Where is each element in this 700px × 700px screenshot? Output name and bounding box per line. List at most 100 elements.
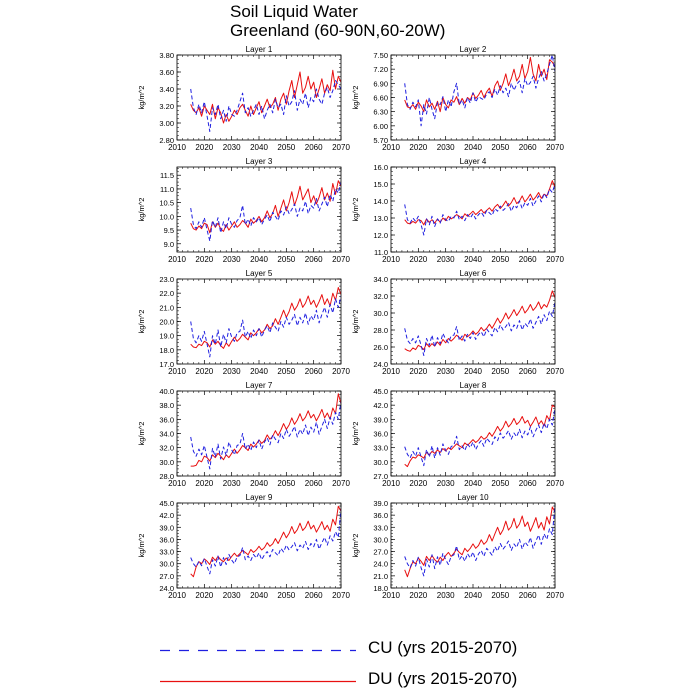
x-tick-label: 2070 bbox=[546, 143, 564, 152]
y-tick-label: 34.0 bbox=[373, 275, 388, 284]
y-tick-label: 27.0 bbox=[373, 548, 388, 557]
series-line-cu bbox=[190, 509, 341, 575]
x-tick-label: 2060 bbox=[305, 255, 323, 264]
series-line-du bbox=[190, 69, 341, 124]
x-tick-label: 2060 bbox=[519, 591, 537, 600]
x-tick-label: 2050 bbox=[277, 367, 295, 376]
series-line-cu bbox=[404, 504, 555, 577]
series-line-du bbox=[190, 393, 341, 467]
panel-frame bbox=[176, 278, 342, 365]
y-tick-label: 21.0 bbox=[373, 572, 388, 581]
x-tick-label: 2070 bbox=[332, 591, 350, 600]
x-tick-label: 2020 bbox=[409, 479, 427, 488]
figure-title-line2: Greenland (60-90N,60-20W) bbox=[230, 21, 446, 40]
y-tick-label: 32.0 bbox=[159, 444, 174, 453]
panel-title: Layer 7 bbox=[246, 381, 273, 390]
series-line-cu bbox=[404, 407, 555, 467]
x-tick-label: 2030 bbox=[223, 367, 241, 376]
x-tick-label: 2050 bbox=[491, 255, 509, 264]
x-tick-label: 2030 bbox=[223, 591, 241, 600]
y-tick-label: 17.0 bbox=[159, 360, 174, 369]
panel-title: Layer 3 bbox=[246, 157, 273, 166]
series-line-cu bbox=[190, 295, 341, 358]
y-tick-label: 24.0 bbox=[159, 584, 174, 593]
y-tick-label: 22.0 bbox=[159, 289, 174, 298]
series-line-du bbox=[190, 505, 341, 578]
panel-title: Layer 1 bbox=[246, 45, 273, 54]
x-tick-label: 2060 bbox=[305, 143, 323, 152]
chart-grid: Layer 1 kg/m^2 2010 2020 2030 2040 2050 2060 207… bbox=[137, 45, 564, 600]
y-tick-label: 6.30 bbox=[373, 108, 388, 117]
panel-frame bbox=[390, 390, 556, 477]
y-tick-label: 7.20 bbox=[373, 65, 388, 74]
panel-frame bbox=[390, 502, 556, 589]
y-tick-label: 11.0 bbox=[160, 185, 174, 194]
y-tick-label: 21.0 bbox=[159, 303, 174, 312]
y-tick-label: 32.0 bbox=[373, 292, 388, 301]
y-tick-label: 3.00 bbox=[159, 119, 174, 128]
series-line-du bbox=[404, 290, 555, 352]
series-line-du bbox=[404, 56, 555, 113]
y-tick-label: 2.80 bbox=[159, 136, 174, 145]
x-tick-label: 2020 bbox=[409, 591, 427, 600]
panel-frame bbox=[390, 166, 556, 253]
y-axis-label: kg/m^2 bbox=[351, 422, 360, 446]
panel-layer-4: Layer 4 kg/m^2 2010 2020 2030 2040 2050 2060 207… bbox=[351, 157, 564, 264]
x-tick-label: 2020 bbox=[195, 479, 213, 488]
y-tick-label: 11.0 bbox=[374, 248, 388, 257]
y-tick-label: 36.0 bbox=[159, 415, 174, 424]
y-axis-label: kg/m^2 bbox=[137, 86, 146, 110]
panel-frame bbox=[176, 502, 342, 589]
x-tick-label: 2060 bbox=[519, 143, 537, 152]
y-tick-label: 30.0 bbox=[373, 458, 388, 467]
y-tick-label: 42.0 bbox=[373, 401, 388, 410]
legend-item-cu: CU (yrs 2015-2070) bbox=[160, 638, 560, 662]
x-tick-label: 2040 bbox=[250, 591, 268, 600]
panel-frame bbox=[176, 54, 342, 141]
x-tick-label: 2050 bbox=[277, 479, 295, 488]
x-tick-label: 2010 bbox=[382, 367, 400, 376]
x-tick-label: 2060 bbox=[519, 479, 537, 488]
legend-label-cu: CU (yrs 2015-2070) bbox=[368, 638, 518, 657]
y-axis-label: kg/m^2 bbox=[137, 310, 146, 334]
x-tick-label: 2060 bbox=[305, 591, 323, 600]
x-tick-label: 2010 bbox=[168, 591, 186, 600]
y-tick-label: 9.0 bbox=[164, 240, 174, 249]
panel-title: Layer 8 bbox=[460, 381, 487, 390]
panel-layer-3: Layer 3 kg/m^2 2010 2020 2030 2040 2050 2060 207… bbox=[137, 157, 350, 264]
y-tick-label: 27.0 bbox=[159, 572, 174, 581]
x-tick-label: 2040 bbox=[464, 143, 482, 152]
legend-line-du bbox=[160, 680, 356, 683]
x-tick-label: 2010 bbox=[168, 479, 186, 488]
panel-layer-5: Layer 5 kg/m^2 2010 2020 2030 2040 2050 2060 207… bbox=[137, 269, 350, 376]
panel-layer-8: Layer 8 kg/m^2 2010 2020 2030 2040 2050 2060 207… bbox=[351, 381, 564, 488]
y-axis-label: kg/m^2 bbox=[351, 310, 360, 334]
y-tick-label: 30.0 bbox=[159, 458, 174, 467]
panel-frame bbox=[176, 166, 342, 253]
legend-label-du: DU (yrs 2015-2070) bbox=[368, 669, 518, 688]
x-tick-label: 2030 bbox=[437, 367, 455, 376]
y-tick-label: 10.5 bbox=[159, 199, 174, 208]
series-line-cu bbox=[404, 301, 555, 356]
x-tick-label: 2070 bbox=[546, 255, 564, 264]
series-line-du bbox=[404, 180, 555, 226]
x-tick-label: 2050 bbox=[277, 591, 295, 600]
y-tick-label: 36.0 bbox=[159, 535, 174, 544]
y-tick-label: 3.60 bbox=[159, 68, 174, 77]
y-tick-label: 16.0 bbox=[373, 163, 388, 172]
y-tick-label: 24.0 bbox=[373, 560, 388, 569]
series-line-cu bbox=[190, 80, 341, 132]
y-tick-label: 42.0 bbox=[159, 511, 174, 520]
y-tick-label: 19.0 bbox=[159, 332, 174, 341]
x-tick-label: 2020 bbox=[195, 143, 213, 152]
y-tick-label: 28.0 bbox=[159, 472, 174, 481]
y-tick-label: 36.0 bbox=[373, 430, 388, 439]
x-tick-label: 2010 bbox=[382, 479, 400, 488]
series-line-cu bbox=[404, 183, 555, 236]
y-tick-label: 23.0 bbox=[159, 275, 174, 284]
y-tick-label: 3.20 bbox=[159, 102, 174, 111]
y-tick-label: 28.0 bbox=[373, 326, 388, 335]
y-tick-label: 33.0 bbox=[159, 548, 174, 557]
x-tick-label: 2020 bbox=[409, 143, 427, 152]
y-tick-label: 6.60 bbox=[373, 94, 388, 103]
